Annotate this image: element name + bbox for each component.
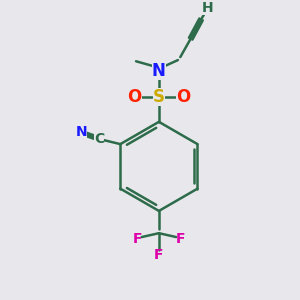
Text: O: O <box>176 88 190 106</box>
Text: F: F <box>154 248 164 262</box>
Text: F: F <box>176 232 185 245</box>
Text: N: N <box>75 125 87 139</box>
Text: N: N <box>152 62 166 80</box>
Text: O: O <box>128 88 142 106</box>
Text: C: C <box>94 132 104 146</box>
Text: S: S <box>153 88 165 106</box>
Text: H: H <box>202 1 213 15</box>
Text: F: F <box>133 232 142 245</box>
